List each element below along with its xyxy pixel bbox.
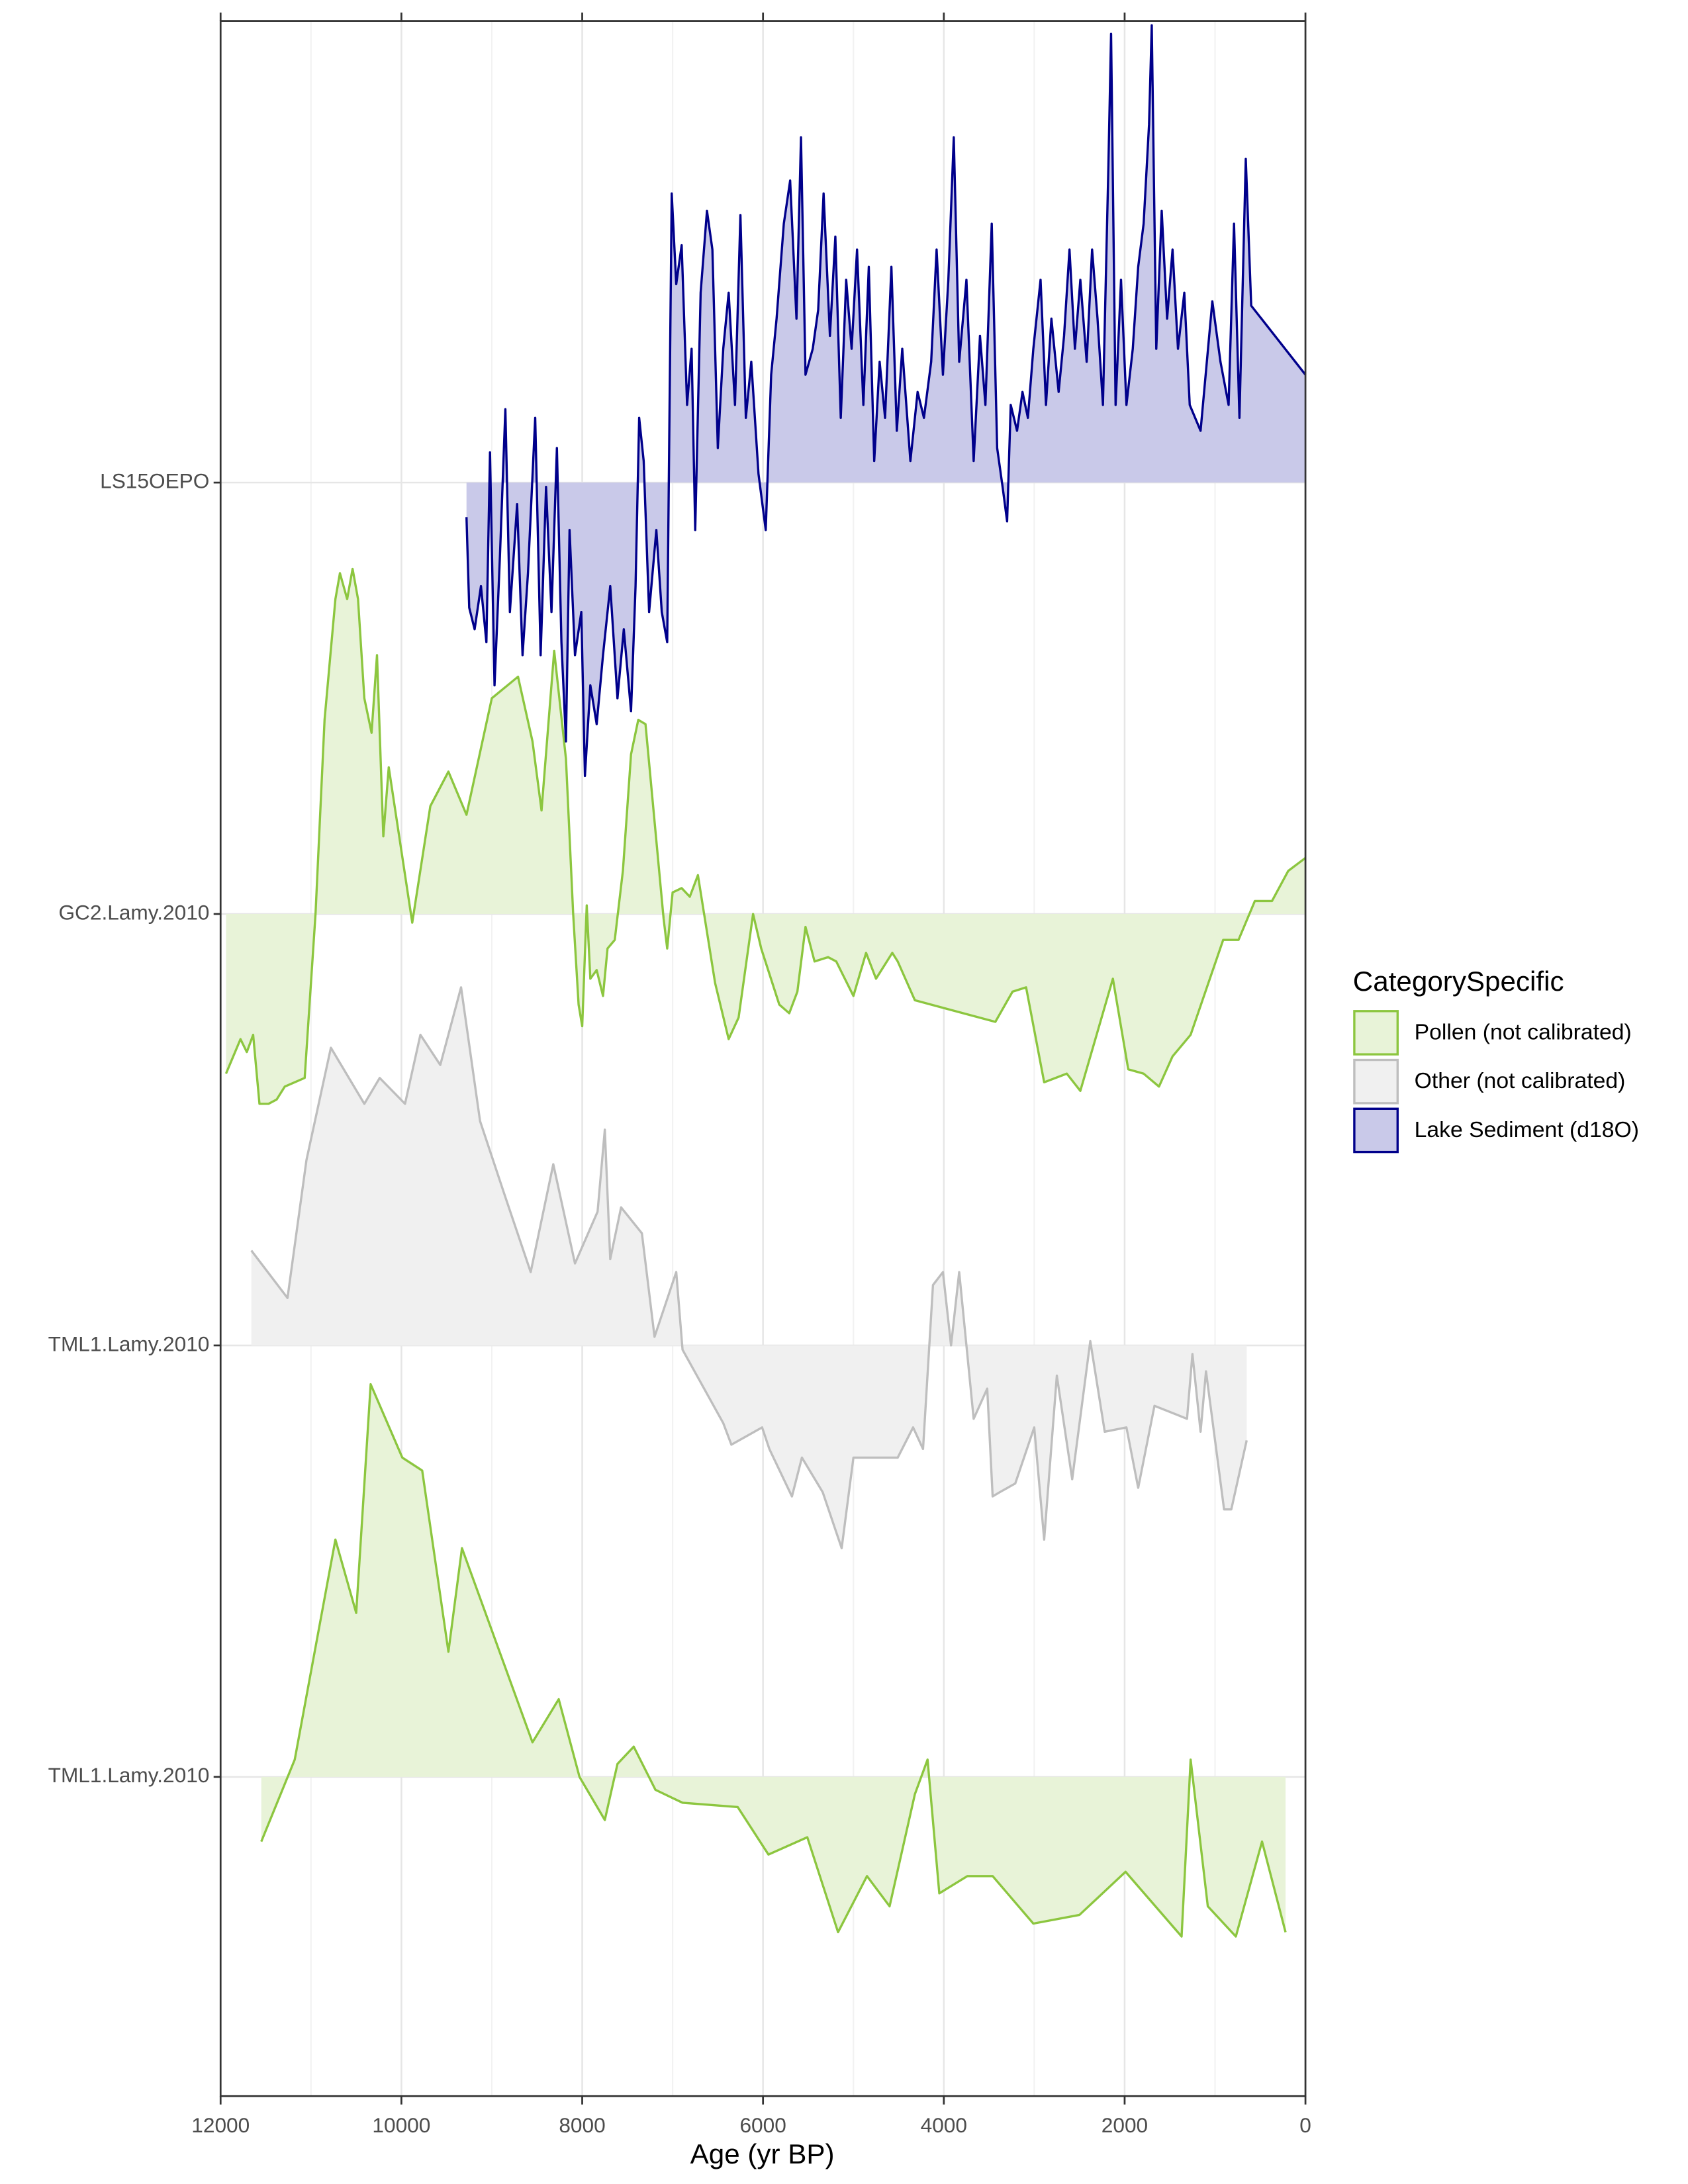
x-tick-label: 2000	[1102, 2113, 1148, 2137]
series-line	[224, 567, 1307, 1105]
y-tick-label: GC2.Lamy.2010	[58, 900, 209, 924]
x-tick-label: 10000	[372, 2113, 430, 2137]
y-tick-label: TML1.Lamy.2010	[48, 1763, 210, 1787]
legend-key	[1353, 1058, 1399, 1105]
series-line	[260, 1383, 1287, 1938]
y-tick-label: TML1.Lamy.2010	[48, 1332, 210, 1355]
x-tick-label: 6000	[739, 2113, 786, 2137]
legend-title: CategorySpecific	[1353, 966, 1564, 997]
legend-label: Pollen (not calibrated)	[1415, 1019, 1632, 1044]
legend-label: Lake Sediment (d18O)	[1415, 1117, 1639, 1142]
area-fill	[261, 1384, 1286, 1937]
series-line	[250, 986, 1248, 1550]
x-axis-title: Age (yr BP)	[690, 2138, 835, 2169]
legend-label: Other (not calibrated)	[1415, 1068, 1626, 1093]
y-tick-label: LS15OEPO	[100, 469, 209, 493]
x-tick-label: 12000	[191, 2113, 250, 2137]
legend-key	[1353, 1010, 1399, 1056]
series-line	[465, 24, 1307, 778]
area-fill	[226, 569, 1306, 1104]
area-fill	[251, 987, 1247, 1549]
x-tick-label: 0	[1299, 2113, 1311, 2137]
x-tick-label: 8000	[559, 2113, 605, 2137]
x-tick-label: 4000	[921, 2113, 967, 2137]
legend-key	[1353, 1107, 1399, 1154]
